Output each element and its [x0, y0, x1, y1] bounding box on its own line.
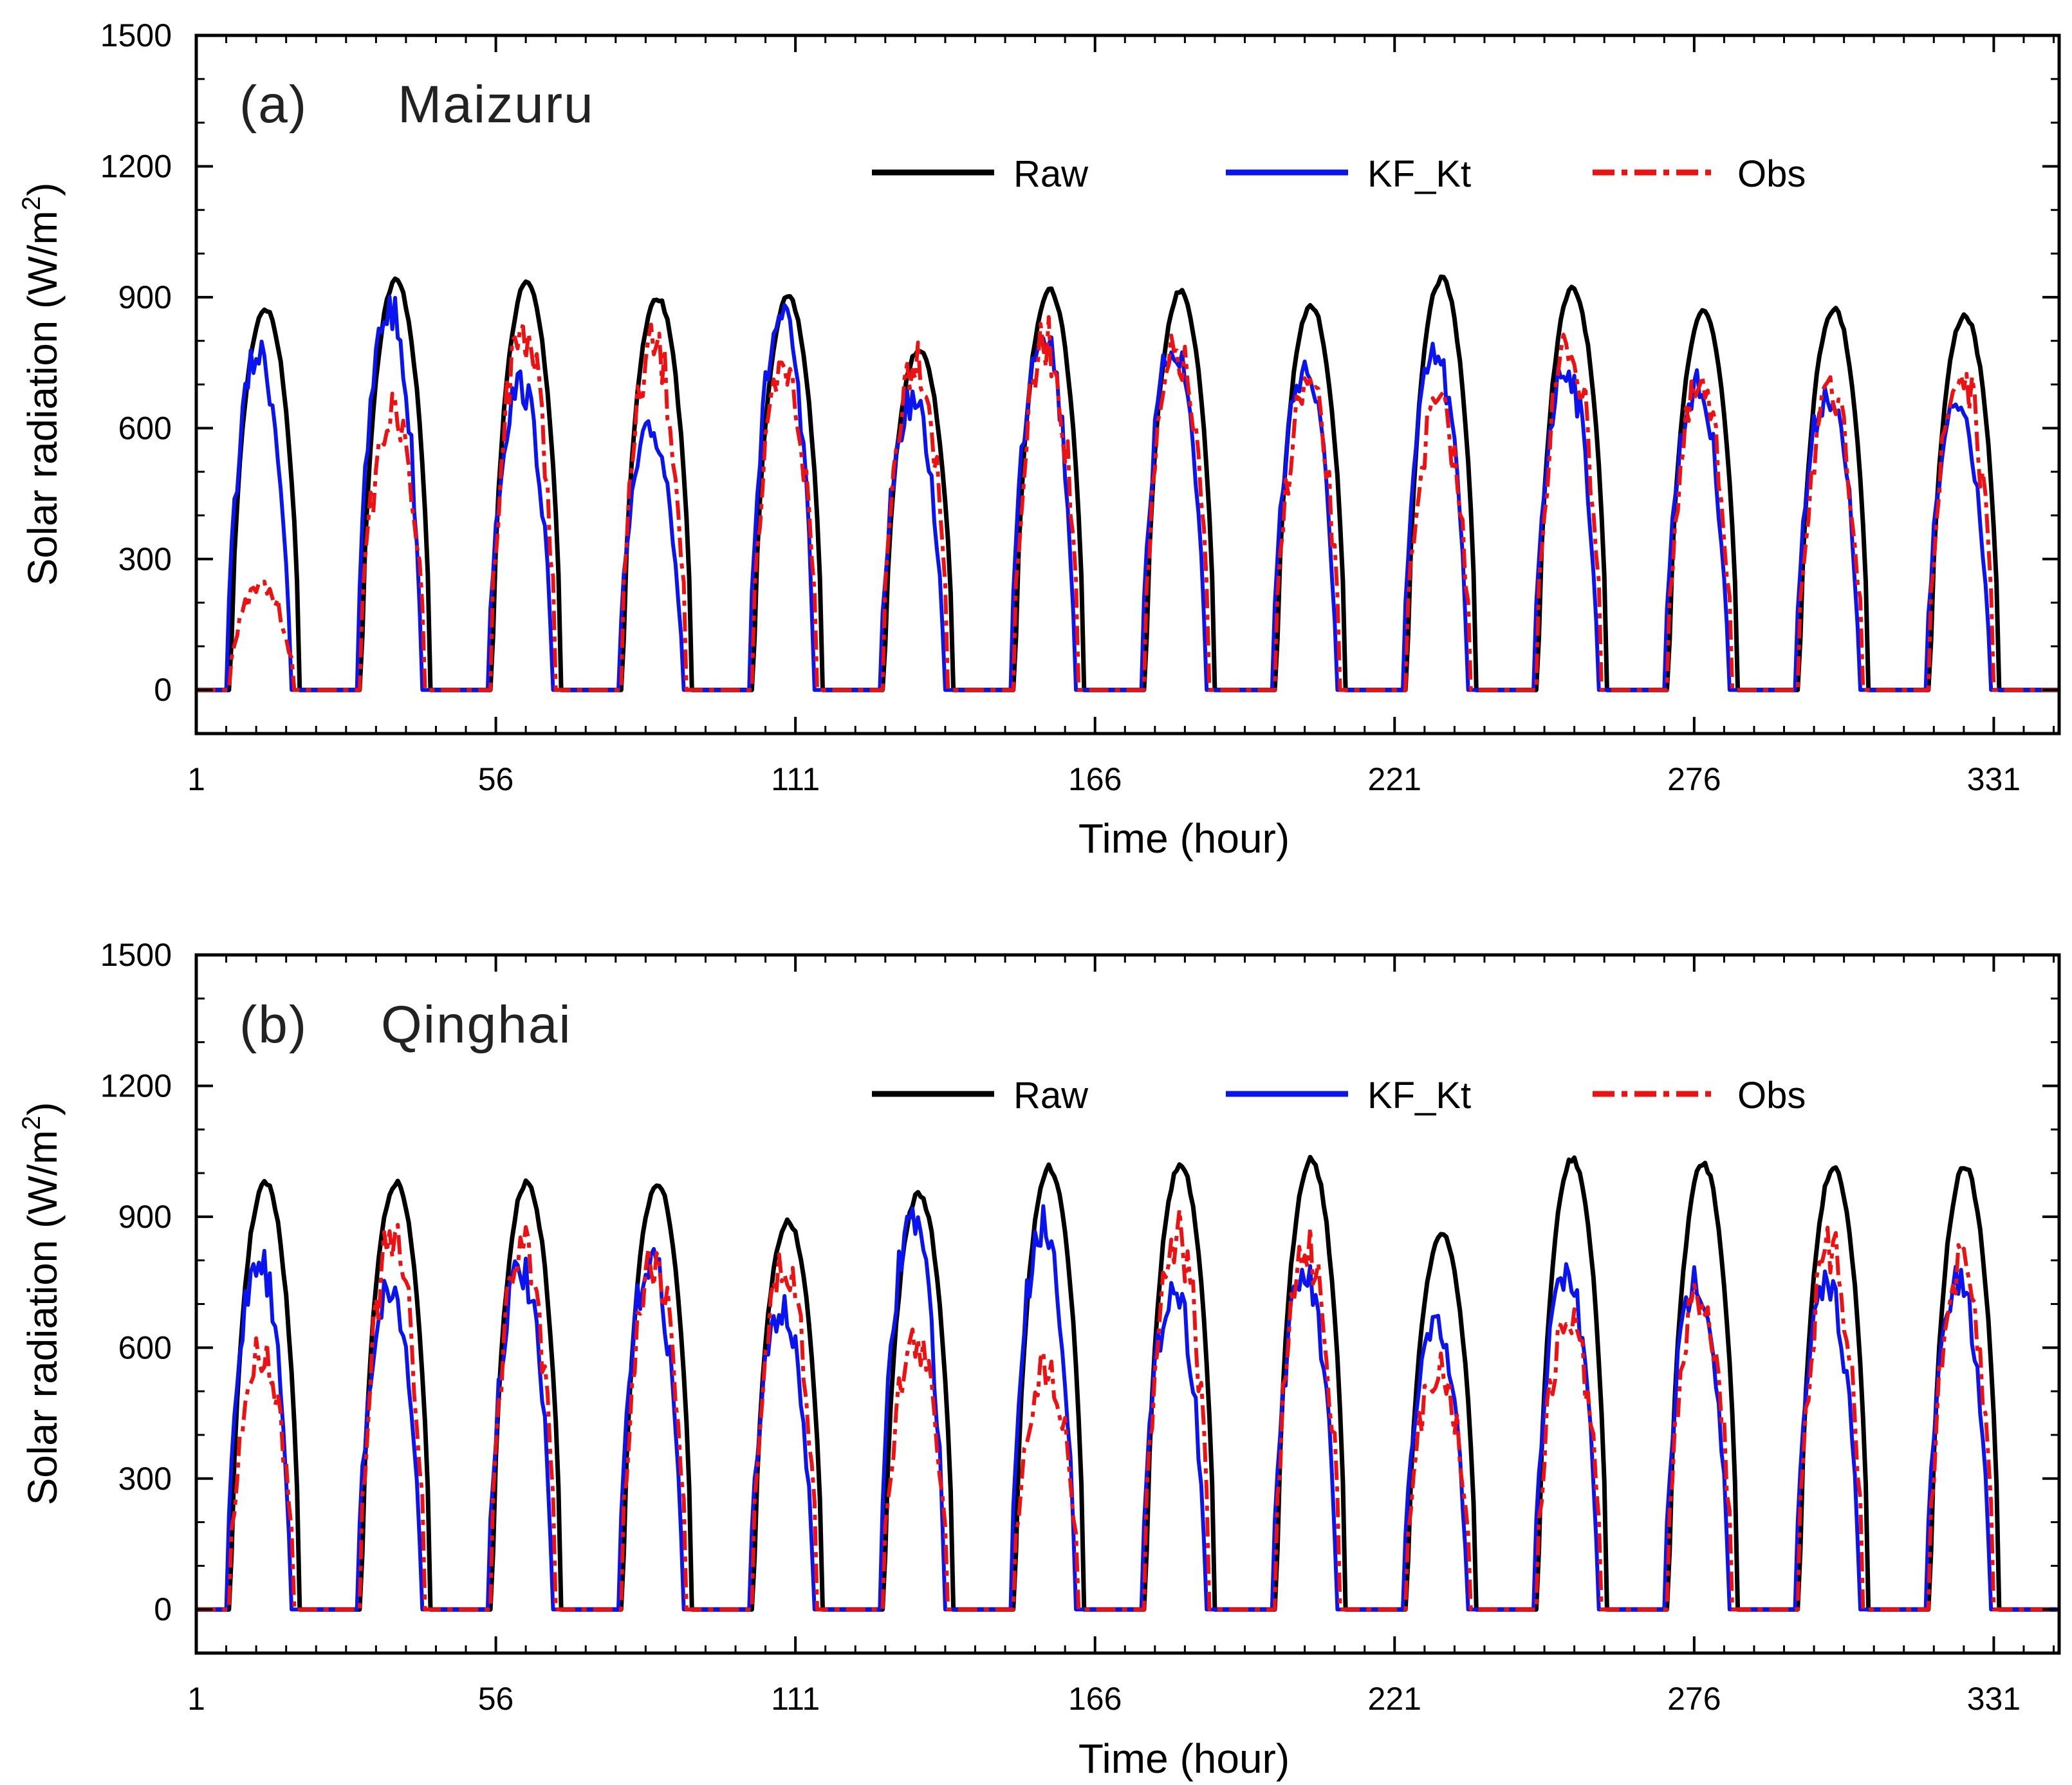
y-tick-label: 900: [118, 279, 172, 315]
y-tick-labels-b: 0 300 600 900 1200 1500: [100, 937, 172, 1627]
legend-label-kfkt-a: KF_Kt: [1367, 153, 1471, 195]
y-axis-title-sup-b: 2: [17, 1116, 46, 1130]
x-tick-labels-a: 1 56 111 166 221 276 331: [187, 761, 2021, 797]
y-axis-title-b: Solar radiation (W/m2): [17, 1102, 66, 1506]
x-tick-label: 221: [1368, 761, 1421, 797]
x-tick-label: 166: [1068, 1681, 1122, 1717]
x-tick-label: 56: [478, 1681, 514, 1717]
x-tick-label: 221: [1368, 1681, 1421, 1717]
legend-label-obs-a: Obs: [1737, 153, 1806, 195]
y-axis-title-sup-a: 2: [17, 196, 46, 210]
axis-ticks-a: [195, 34, 2059, 735]
x-tick-label: 111: [771, 761, 820, 797]
x-tick-label: 331: [1967, 1681, 2021, 1717]
y-tick-label: 1500: [100, 17, 172, 53]
legend-label-kfkt-b: KF_Kt: [1367, 1075, 1471, 1116]
x-axis-title-a: Time (hour): [1078, 815, 1290, 862]
legend-a: Raw KF_Kt Obs: [872, 153, 1806, 195]
legend-b: Raw KF_Kt Obs: [872, 1075, 1806, 1116]
y-axis-title-close-b: ): [19, 1102, 66, 1116]
y-tick-label: 300: [118, 1461, 172, 1497]
panel-label-b: (b): [239, 995, 308, 1054]
x-tick-label: 56: [478, 761, 514, 797]
y-tick-label: 1200: [100, 1068, 172, 1104]
series-lines-a: [196, 274, 2059, 692]
series-obs-line: [196, 1208, 2059, 1612]
y-tick-label: 0: [154, 672, 172, 708]
x-tick-label: 1: [187, 761, 205, 797]
y-axis-title-text-b: Solar radiation (W/m: [19, 1130, 66, 1505]
series-obs-line: [196, 315, 2059, 692]
y-axis-title-close-a: ): [19, 183, 66, 196]
y-tick-label: 1200: [100, 148, 172, 184]
x-tick-labels-b: 1 56 111 166 221 276 331: [187, 1681, 2021, 1717]
x-tick-label: 276: [1667, 1681, 1721, 1717]
series-lines-b: [196, 1154, 2059, 1612]
x-tick-label: 1: [187, 1681, 205, 1717]
station-title-b: Qinghai: [381, 995, 572, 1054]
panel-qinghai: 0 300 600 900 1200 1500 1 56 111 166 221 276 331 (b…: [17, 937, 2061, 1782]
legend-label-obs-b: Obs: [1737, 1075, 1806, 1116]
legend-label-raw-a: Raw: [1013, 153, 1089, 195]
x-tick-label: 276: [1667, 761, 1721, 797]
y-tick-label: 0: [154, 1591, 172, 1627]
y-axis-title-text-a: Solar radiation (W/m: [19, 210, 66, 586]
x-tick-label: 166: [1068, 761, 1122, 797]
x-tick-label: 111: [771, 1681, 820, 1717]
panel-maizuru: 0 300 600 900 1200 1500 1 56 111 166 221 276 331 (a…: [17, 17, 2061, 862]
y-tick-label: 900: [118, 1199, 172, 1235]
x-axis-title-b: Time (hour): [1078, 1735, 1290, 1782]
y-tick-labels-a: 0 300 600 900 1200 1500: [100, 17, 172, 708]
x-tick-label: 331: [1967, 761, 2021, 797]
y-tick-label: 600: [118, 1329, 172, 1365]
legend-label-raw-b: Raw: [1013, 1075, 1089, 1116]
panel-label-a: (a): [239, 75, 308, 134]
y-axis-title-a: Solar radiation (W/m2): [17, 183, 66, 586]
station-title-a: Maizuru: [398, 75, 595, 134]
axis-ticks-b: [195, 954, 2059, 1654]
y-tick-label: 300: [118, 541, 172, 577]
y-tick-label: 600: [118, 410, 172, 446]
y-tick-label: 1500: [100, 937, 172, 973]
